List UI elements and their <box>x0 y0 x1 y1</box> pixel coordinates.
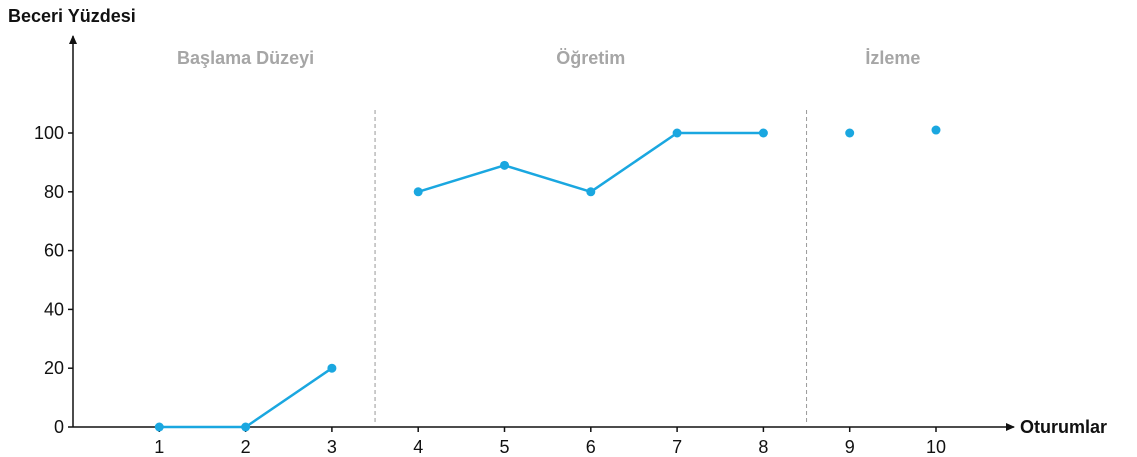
x-tick-label: 9 <box>845 437 855 457</box>
data-point <box>845 128 855 138</box>
x-tick-label: 5 <box>499 437 509 457</box>
y-tick-label: 0 <box>54 417 64 437</box>
series-line-segment-2 <box>417 131 764 194</box>
data-point <box>672 128 682 138</box>
x-tick-label: 7 <box>672 437 682 457</box>
phase-label-2: Öğretim <box>556 48 625 68</box>
x-axis-title: Oturumlar <box>1020 417 1107 437</box>
data-point <box>413 187 423 197</box>
phase-dividers <box>374 110 808 424</box>
data-point <box>758 128 768 138</box>
y-tick-label: 20 <box>44 358 64 378</box>
phase-label-1: Başlama Düzeyi <box>177 48 314 68</box>
phase-labels: Başlama Düzeyi Öğretim İzleme <box>177 48 920 68</box>
y-axis-title: Beceri Yüzdesi <box>8 6 136 26</box>
series-lines <box>159 131 764 429</box>
series-line-segment-1 <box>159 367 333 429</box>
y-tick-label: 60 <box>44 241 64 261</box>
data-point <box>327 363 337 373</box>
x-tick-label: 1 <box>154 437 164 457</box>
y-tick-label: 80 <box>44 182 64 202</box>
x-tick-label: 2 <box>241 437 251 457</box>
data-point <box>931 125 941 135</box>
y-tick-label: 100 <box>34 123 64 143</box>
data-point <box>241 422 251 432</box>
y-ticks: 0 20 40 60 80 100 <box>34 123 73 437</box>
x-tick-label: 6 <box>586 437 596 457</box>
phase-label-3: İzleme <box>865 48 920 68</box>
y-tick-label: 40 <box>44 299 64 319</box>
x-tick-label: 10 <box>926 437 946 457</box>
data-point <box>586 187 596 197</box>
data-point <box>500 160 509 170</box>
series-points <box>154 125 941 432</box>
x-ticks: 1 2 3 4 5 6 7 8 9 10 <box>154 427 946 457</box>
x-tick-label: 8 <box>758 437 768 457</box>
data-point <box>154 422 164 432</box>
x-tick-label: 4 <box>413 437 423 457</box>
x-tick-label: 3 <box>327 437 337 457</box>
